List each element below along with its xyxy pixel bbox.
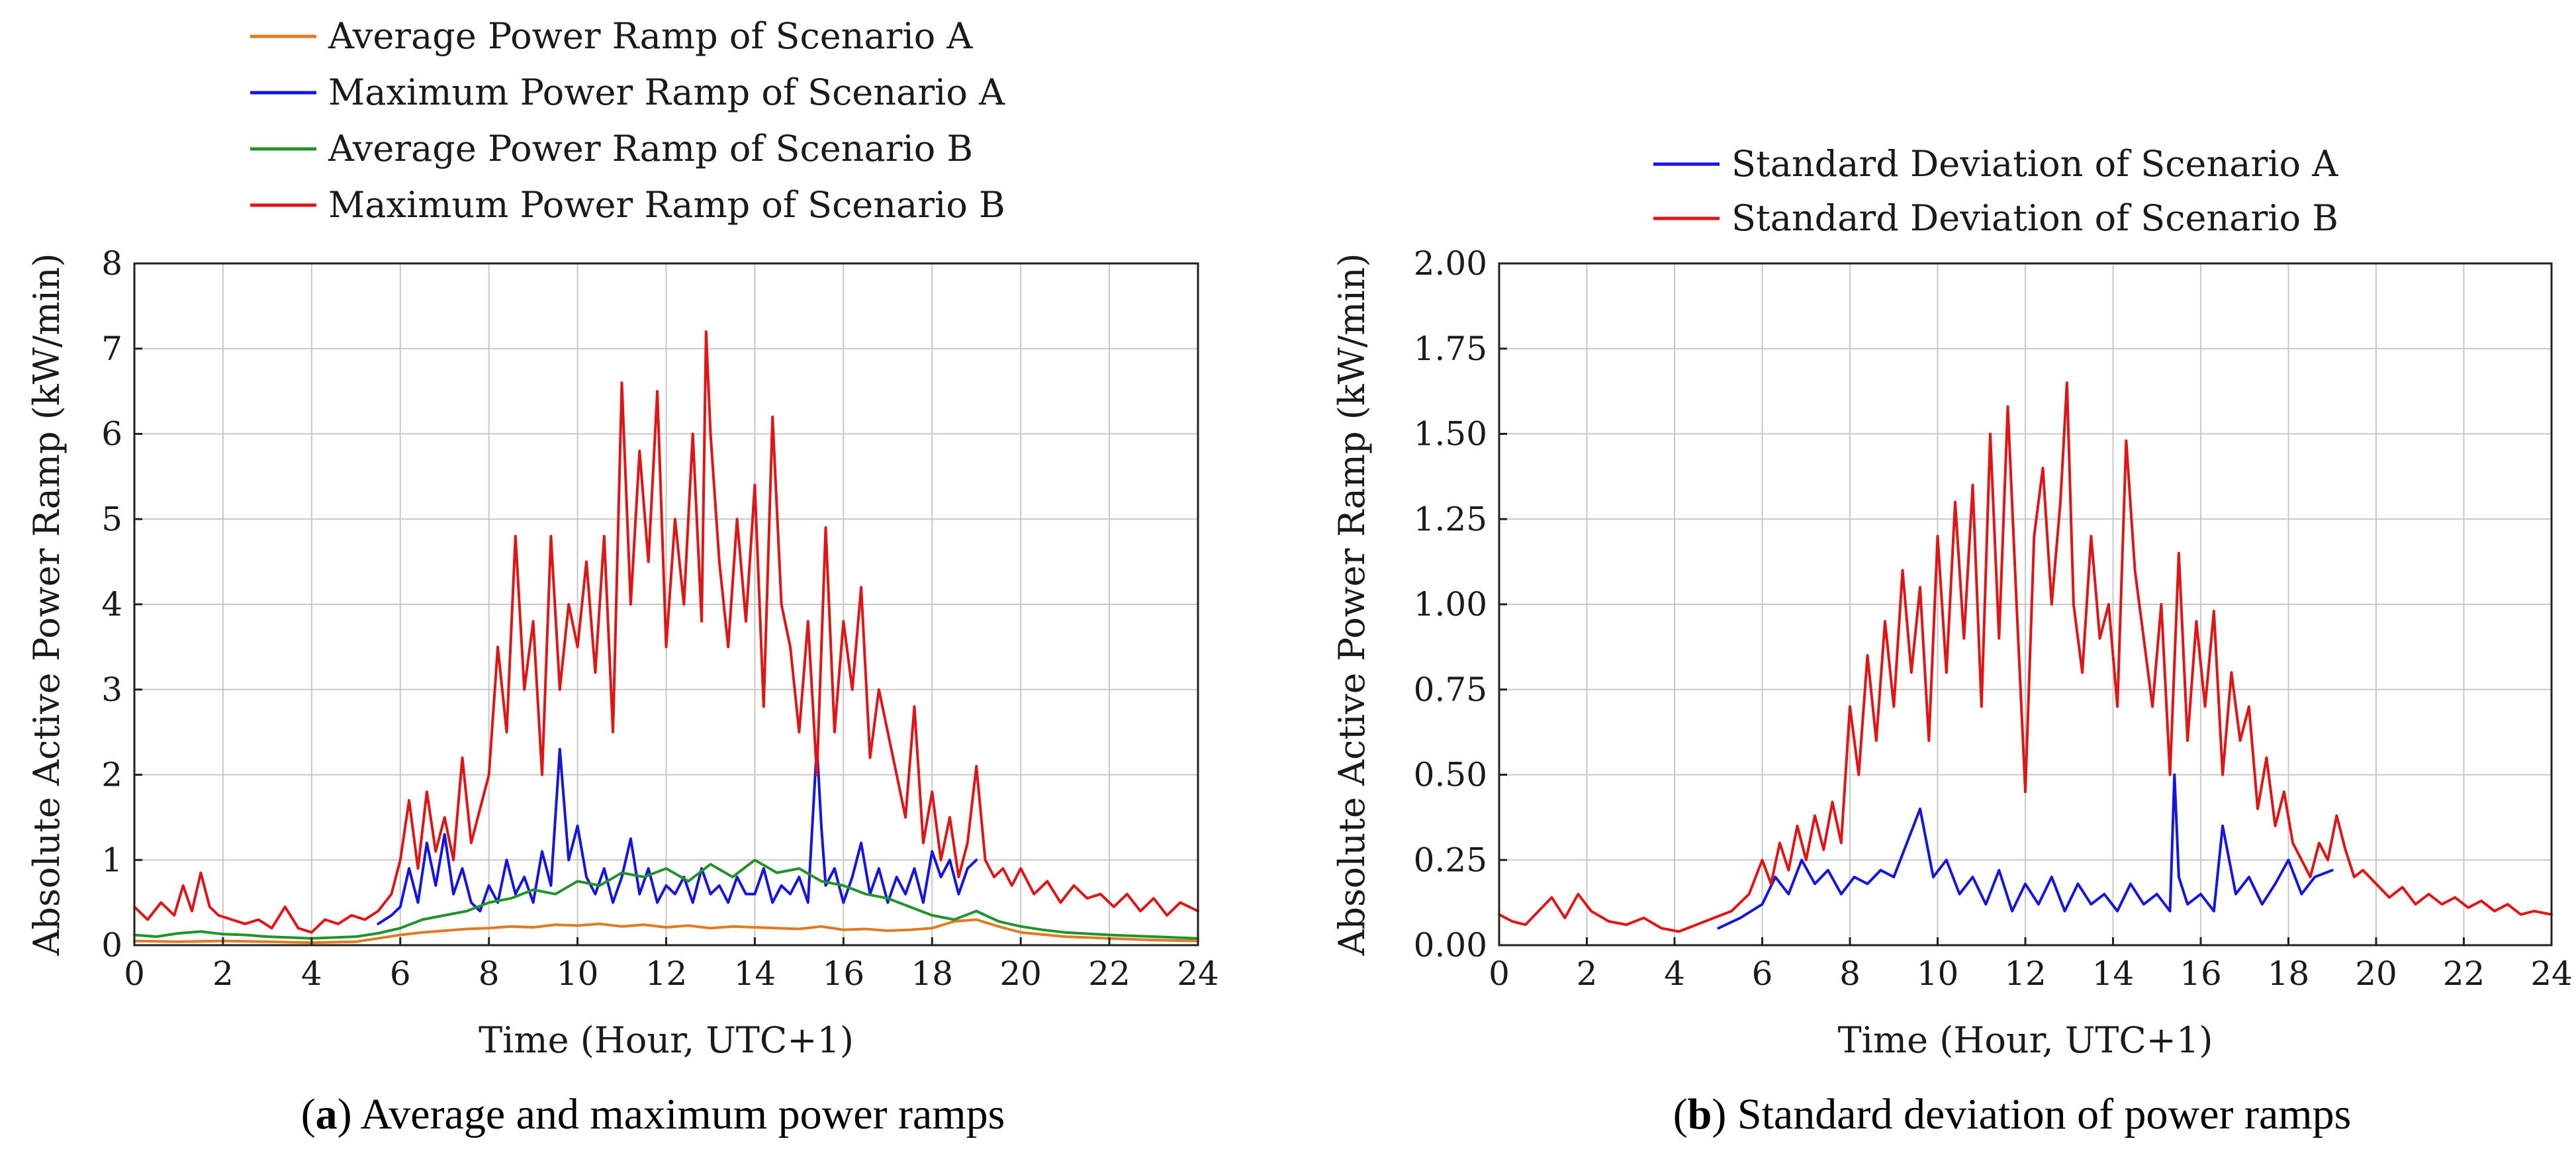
series-line-b-0: [1717, 773, 2334, 930]
y-tick-label: 1: [101, 841, 122, 879]
y-tick-label: 1.25: [1414, 500, 1487, 538]
legend-entry: Standard Deviation of Scenario B: [1731, 197, 2338, 239]
y-tick-label: 1.75: [1414, 330, 1487, 368]
legend-entry: Maximum Power Ramp of Scenario A: [328, 71, 1005, 113]
caption-label-a: a: [316, 1090, 338, 1138]
series-line-a-1: [377, 743, 978, 925]
series-line-a-2: [133, 858, 1199, 940]
caption-a: (a) Average and maximum power ramps: [301, 1090, 1005, 1138]
legend-b: Standard Deviation of Scenario A Standard…: [1653, 143, 2338, 239]
series-line-b-1: [1498, 381, 2553, 933]
panel-b: Standard Deviation of Scenario A Standard…: [1331, 143, 2573, 1138]
legend-a: Average Power Ramp of Scenario A Maximum …: [250, 15, 1005, 226]
x-tick-label: 6: [1752, 954, 1773, 993]
y-tick-label: 2.00: [1414, 244, 1487, 283]
x-tick-label: 22: [2443, 954, 2485, 993]
x-tick-label: 4: [1664, 954, 1685, 993]
x-tick-label: 14: [734, 954, 776, 993]
x-tick-label: 20: [999, 954, 1042, 993]
y-tick-label: 8: [101, 244, 122, 283]
caption-label-b: b: [1688, 1090, 1712, 1138]
x-tick-label: 12: [2004, 954, 2047, 993]
grid-b: [1498, 263, 2552, 946]
legend-entry: Maximum Power Ramp of Scenario B: [328, 184, 1005, 226]
x-tick-label: 10: [1917, 954, 1959, 993]
y-tick-label: 3: [101, 670, 122, 709]
x-tick-label: 14: [2092, 954, 2135, 993]
x-tick-label: 20: [2355, 954, 2397, 993]
y-tick-label: 7: [101, 330, 122, 368]
y-tick-label: 0.00: [1414, 926, 1487, 964]
x-tick-label: 4: [301, 954, 322, 993]
legend-entry: Standard Deviation of Scenario A: [1731, 143, 2338, 185]
grid-a: [134, 263, 1199, 946]
caption-b: (b) Standard deviation of power ramps: [1673, 1090, 2352, 1138]
x-axis-label-a: Time (Hour, UTC+1): [479, 1019, 854, 1061]
y-tick-label: 0.75: [1414, 670, 1487, 709]
y-tick-labels-b: 0.00 0.25 0.50 0.75 1.00 1.25 1.50 1.75 2.00: [1414, 244, 1507, 964]
y-tick-label: 0.25: [1414, 841, 1487, 879]
y-tick-label: 1.00: [1414, 585, 1487, 624]
x-tick-label: 12: [645, 954, 688, 993]
y-tick-label: 1.50: [1414, 415, 1487, 453]
x-axis-label-b: Time (Hour, UTC+1): [1838, 1019, 2213, 1061]
x-tick-label: 24: [2530, 954, 2573, 993]
x-tick-label: 8: [479, 954, 500, 993]
x-tick-label: 16: [823, 954, 865, 993]
x-tick-label: 10: [557, 954, 599, 993]
y-tick-label: 6: [101, 415, 122, 453]
y-tick-labels-a: 0 1 2 3 4 5 6 7 8: [101, 244, 142, 964]
y-tick-label: 4: [101, 585, 122, 624]
x-tick-label: 16: [2180, 954, 2222, 993]
series-line-a-0: [133, 918, 1199, 945]
caption-text-b: Standard deviation of power ramps: [1726, 1090, 2351, 1138]
x-tick-label: 0: [1489, 954, 1510, 993]
x-tick-label: 22: [1088, 954, 1130, 993]
x-tick-label: 2: [212, 954, 234, 993]
x-tick-label: 18: [911, 954, 953, 993]
x-tick-label: 0: [124, 954, 145, 993]
series-line-a-3: [133, 330, 1199, 934]
series-b: [1498, 381, 2553, 933]
y-tick-label: 0: [101, 926, 122, 964]
x-tick-labels-b: 0 2 4 6 8 10 12 14 16 18 20 22 24: [1489, 937, 2573, 993]
x-tick-label: 18: [2268, 954, 2310, 993]
panel-a: Average Power Ramp of Scenario A Maximum …: [26, 15, 1219, 1138]
caption-text-a: Average and maximum power ramps: [352, 1090, 1005, 1138]
x-tick-label: 6: [390, 954, 411, 993]
legend-entry: Average Power Ramp of Scenario A: [328, 15, 973, 57]
x-tick-label: 8: [1839, 954, 1861, 993]
x-tick-label: 2: [1577, 954, 1598, 993]
x-tick-labels-a: 0 2 4 6 8 10 12 14 16 18 20 22 24: [124, 937, 1219, 993]
y-tick-label: 2: [101, 756, 122, 794]
y-tick-label: 0.50: [1414, 756, 1487, 794]
y-axis-label-a: Absolute Active Power Ramp (kW/min): [26, 253, 68, 956]
legend-entry: Average Power Ramp of Scenario B: [328, 128, 973, 169]
y-axis-label-b: Absolute Active Power Ramp (kW/min): [1331, 253, 1373, 956]
x-tick-label: 24: [1177, 954, 1219, 993]
series-a: [133, 330, 1199, 945]
y-tick-label: 5: [101, 500, 122, 538]
